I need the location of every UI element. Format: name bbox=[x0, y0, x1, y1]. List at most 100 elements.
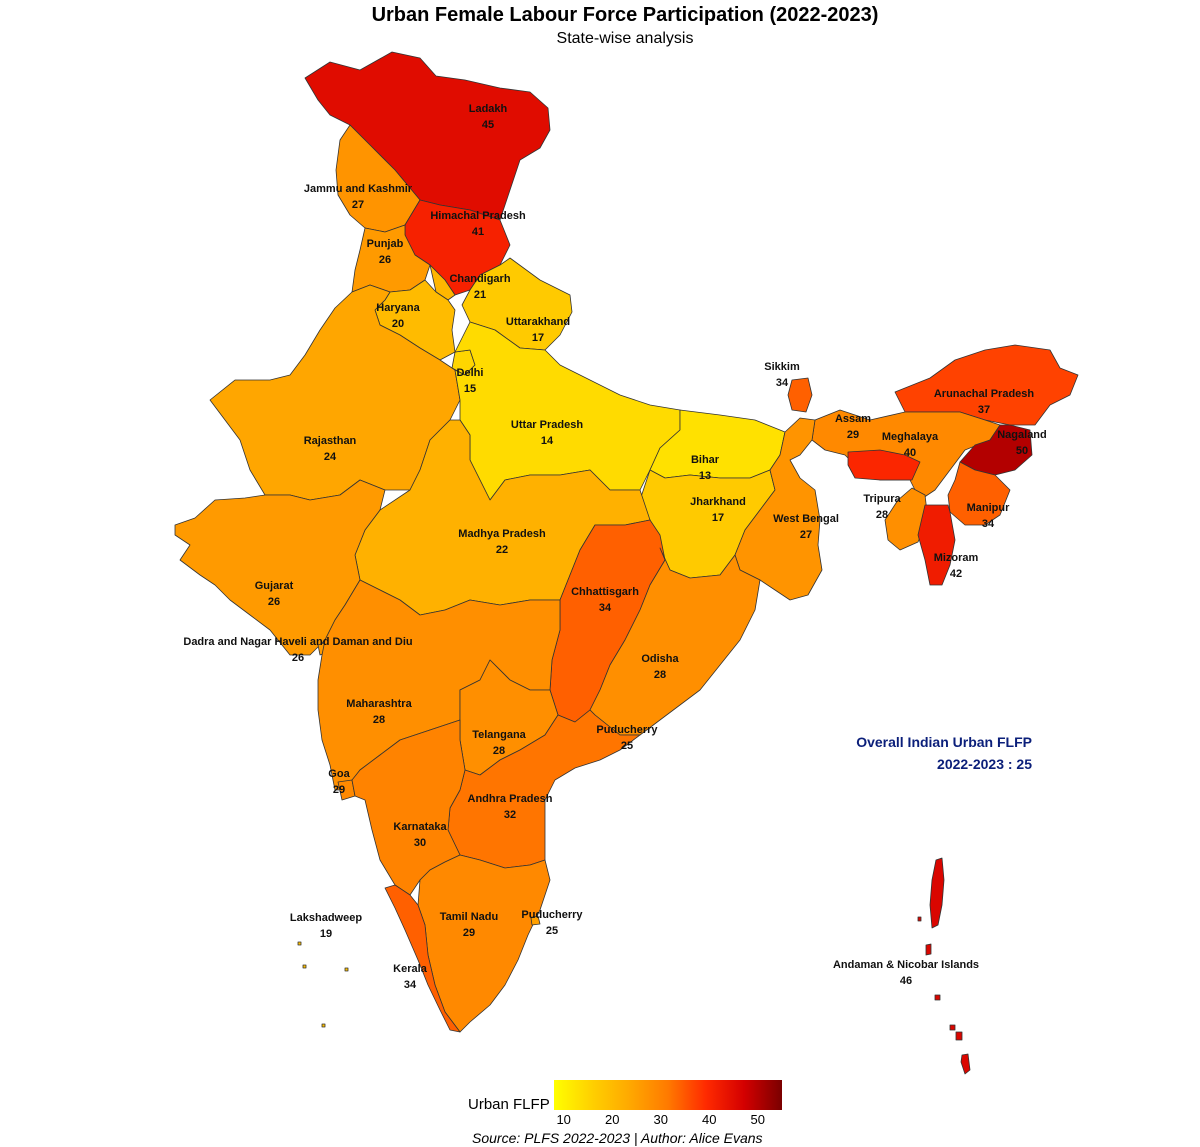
value-kerala: 34 bbox=[404, 979, 417, 991]
region-puducherry-main bbox=[530, 915, 541, 926]
legend-title: Urban FLFP bbox=[468, 1096, 550, 1113]
value-himachal-pradesh: 41 bbox=[472, 226, 484, 238]
value-nagaland: 50 bbox=[1016, 445, 1028, 457]
label-karnataka: Karnataka bbox=[393, 821, 447, 833]
value-uttarakhand: 17 bbox=[532, 332, 544, 344]
label-dadra-and-nagar-haveli-and-daman-and-diu: Dadra and Nagar Haveli and Daman and Diu bbox=[183, 636, 412, 648]
value-andaman-nicobar-islands: 46 bbox=[900, 975, 912, 987]
map-title: Urban Female Labour Force Participation … bbox=[371, 4, 879, 26]
value-ladakh: 45 bbox=[482, 119, 494, 131]
label-rajasthan: Rajasthan bbox=[304, 435, 357, 447]
label-maharashtra: Maharashtra bbox=[346, 698, 412, 710]
region-assam bbox=[811, 409, 1001, 501]
label-ladakh: Ladakh bbox=[469, 103, 508, 115]
value-assam: 29 bbox=[847, 429, 859, 441]
region-kerala bbox=[384, 884, 461, 1033]
map-subtitle: State-wise analysis bbox=[556, 30, 694, 47]
source-credit: Source: PLFS 2022-2023 | Author: Alice E… bbox=[472, 1130, 763, 1146]
region-tripura bbox=[884, 487, 929, 551]
value-meghalaya: 40 bbox=[904, 447, 916, 459]
overall-line1: Overall Indian Urban FLFP bbox=[856, 734, 1032, 750]
value-chandigarh: 21 bbox=[474, 289, 486, 301]
legend-tick: 30 bbox=[653, 1112, 668, 1127]
value-puducherry-yanam: 25 bbox=[621, 740, 633, 752]
region-odisha bbox=[589, 547, 761, 736]
value-lakshadweep: 19 bbox=[320, 928, 332, 940]
value-sikkim: 34 bbox=[776, 377, 789, 389]
region-uttar-pradesh bbox=[454, 321, 681, 501]
label-manipur: Manipur bbox=[967, 502, 1010, 514]
label-puducherry-main: Puducherry bbox=[521, 909, 583, 921]
value-rajasthan: 24 bbox=[324, 451, 337, 463]
label-uttarakhand: Uttarakhand bbox=[506, 316, 570, 328]
label-punjab: Punjab bbox=[367, 238, 404, 250]
value-jammu-and-kashmir: 27 bbox=[352, 199, 364, 211]
label-arunachal-pradesh: Arunachal Pradesh bbox=[934, 388, 1035, 400]
region-chandigarh bbox=[429, 264, 456, 301]
value-dadra-and-nagar-haveli-and-daman-and-diu: 26 bbox=[292, 652, 304, 664]
label-puducherry-yanam: Puducherry bbox=[596, 724, 658, 736]
region-manipur bbox=[947, 461, 1011, 526]
value-delhi: 15 bbox=[464, 383, 476, 395]
legend-tick: 50 bbox=[750, 1112, 765, 1127]
label-tamil-nadu: Tamil Nadu bbox=[440, 911, 498, 923]
value-manipur: 34 bbox=[982, 518, 995, 530]
label-sikkim: Sikkim bbox=[764, 361, 800, 373]
label-goa: Goa bbox=[328, 768, 350, 780]
label-meghalaya: Meghalaya bbox=[882, 431, 939, 443]
legend-tick: 10 bbox=[556, 1112, 571, 1127]
label-gujarat: Gujarat bbox=[255, 580, 294, 592]
legend-tick: 20 bbox=[604, 1112, 620, 1127]
value-telangana: 28 bbox=[493, 745, 505, 757]
value-tripura: 28 bbox=[876, 509, 888, 521]
value-west-bengal: 27 bbox=[800, 529, 812, 541]
label-andhra-pradesh: Andhra Pradesh bbox=[468, 793, 553, 805]
label-haryana: Haryana bbox=[376, 302, 420, 314]
label-lakshadweep: Lakshadweep bbox=[290, 912, 362, 924]
value-karnataka: 30 bbox=[414, 837, 426, 849]
label-nagaland: Nagaland bbox=[997, 429, 1047, 441]
value-andhra-pradesh: 32 bbox=[504, 809, 516, 821]
value-chhattisgarh: 34 bbox=[599, 602, 612, 614]
legend-color-bar bbox=[554, 1080, 782, 1110]
region-lakshadweep bbox=[297, 941, 349, 1028]
value-madhya-pradesh: 22 bbox=[496, 544, 508, 556]
label-bihar: Bihar bbox=[691, 454, 720, 466]
label-delhi: Delhi bbox=[457, 367, 484, 379]
value-maharashtra: 28 bbox=[373, 714, 385, 726]
label-uttar-pradesh: Uttar Pradesh bbox=[511, 419, 583, 431]
region-west-bengal bbox=[734, 417, 823, 601]
value-tamil-nadu: 29 bbox=[463, 927, 475, 939]
label-telangana: Telangana bbox=[472, 729, 526, 741]
legend-tick: 40 bbox=[701, 1112, 717, 1127]
label-tripura: Tripura bbox=[863, 493, 901, 505]
overall-line2: 2022-2023 : 25 bbox=[937, 756, 1032, 772]
label-madhya-pradesh: Madhya Pradesh bbox=[458, 528, 546, 540]
label-andaman-nicobar-islands: Andaman & Nicobar Islands bbox=[833, 959, 979, 971]
region-sikkim bbox=[787, 377, 813, 413]
legend-ticks: 10 20 30 40 50 bbox=[554, 1112, 782, 1130]
value-bihar: 13 bbox=[699, 470, 711, 482]
value-gujarat: 26 bbox=[268, 596, 280, 608]
label-jharkhand: Jharkhand bbox=[690, 496, 746, 508]
label-west-bengal: West Bengal bbox=[773, 513, 839, 525]
label-kerala: Kerala bbox=[393, 963, 428, 975]
value-jharkhand: 17 bbox=[712, 512, 724, 524]
value-haryana: 20 bbox=[392, 318, 404, 330]
overall-flfp-box: Overall Indian Urban FLFP 2022-2023 : 25 bbox=[856, 731, 1032, 775]
label-chandigarh: Chandigarh bbox=[449, 273, 510, 285]
label-jammu-and-kashmir: Jammu and Kashmir bbox=[304, 183, 413, 195]
label-assam: Assam bbox=[835, 413, 871, 425]
region-mizoram bbox=[917, 504, 956, 586]
label-mizoram: Mizoram bbox=[934, 552, 979, 564]
region-uttarakhand bbox=[461, 257, 573, 351]
value-odisha: 28 bbox=[654, 669, 666, 681]
value-goa: 29 bbox=[333, 784, 345, 796]
value-uttar-pradesh: 14 bbox=[541, 435, 554, 447]
region-meghalaya bbox=[847, 449, 921, 481]
value-mizoram: 42 bbox=[950, 568, 962, 580]
value-punjab: 26 bbox=[379, 254, 391, 266]
label-chhattisgarh: Chhattisgarh bbox=[571, 586, 639, 598]
value-arunachal-pradesh: 37 bbox=[978, 404, 990, 416]
